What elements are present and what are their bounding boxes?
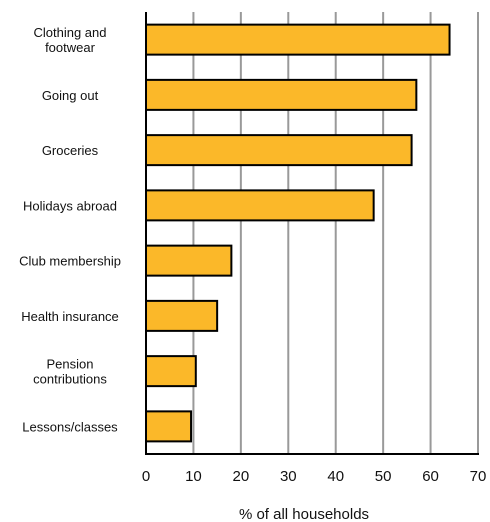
bars <box>145 23 451 443</box>
x-tick-label: 0 <box>142 468 150 485</box>
bar <box>145 189 375 222</box>
bar <box>145 134 413 167</box>
category-label: Groceries <box>42 143 99 158</box>
category-label: Health insurance <box>21 309 119 324</box>
x-tick-label: 60 <box>422 468 439 485</box>
category-label: Pension contributions <box>33 357 107 387</box>
category-label: Going out <box>42 88 99 103</box>
bar <box>145 355 197 388</box>
bar <box>145 23 451 56</box>
category-label: Lessons/classes <box>22 419 118 434</box>
x-tick-label: 20 <box>233 468 250 485</box>
x-tick-label: 10 <box>185 468 202 485</box>
x-tick-label: 40 <box>327 468 344 485</box>
bar <box>145 410 193 443</box>
x-tick-label: 70 <box>470 468 487 485</box>
bar <box>145 244 233 277</box>
x-tick-label: 50 <box>375 468 392 485</box>
category-label: Club membership <box>19 254 121 269</box>
x-tick-label: 30 <box>280 468 297 485</box>
bar <box>145 299 219 332</box>
category-labels: Clothing and footwear Going out Groceries Ho… <box>19 25 121 434</box>
axes <box>145 12 479 455</box>
category-label: Holidays abroad <box>23 198 117 213</box>
x-tick-labels: 0 10 20 30 40 50 60 70 <box>142 468 487 485</box>
x-axis-title: % of all households <box>239 506 369 522</box>
category-label: Clothing and footwear <box>34 25 107 55</box>
grid-lines <box>192 12 479 454</box>
bar <box>145 78 418 111</box>
